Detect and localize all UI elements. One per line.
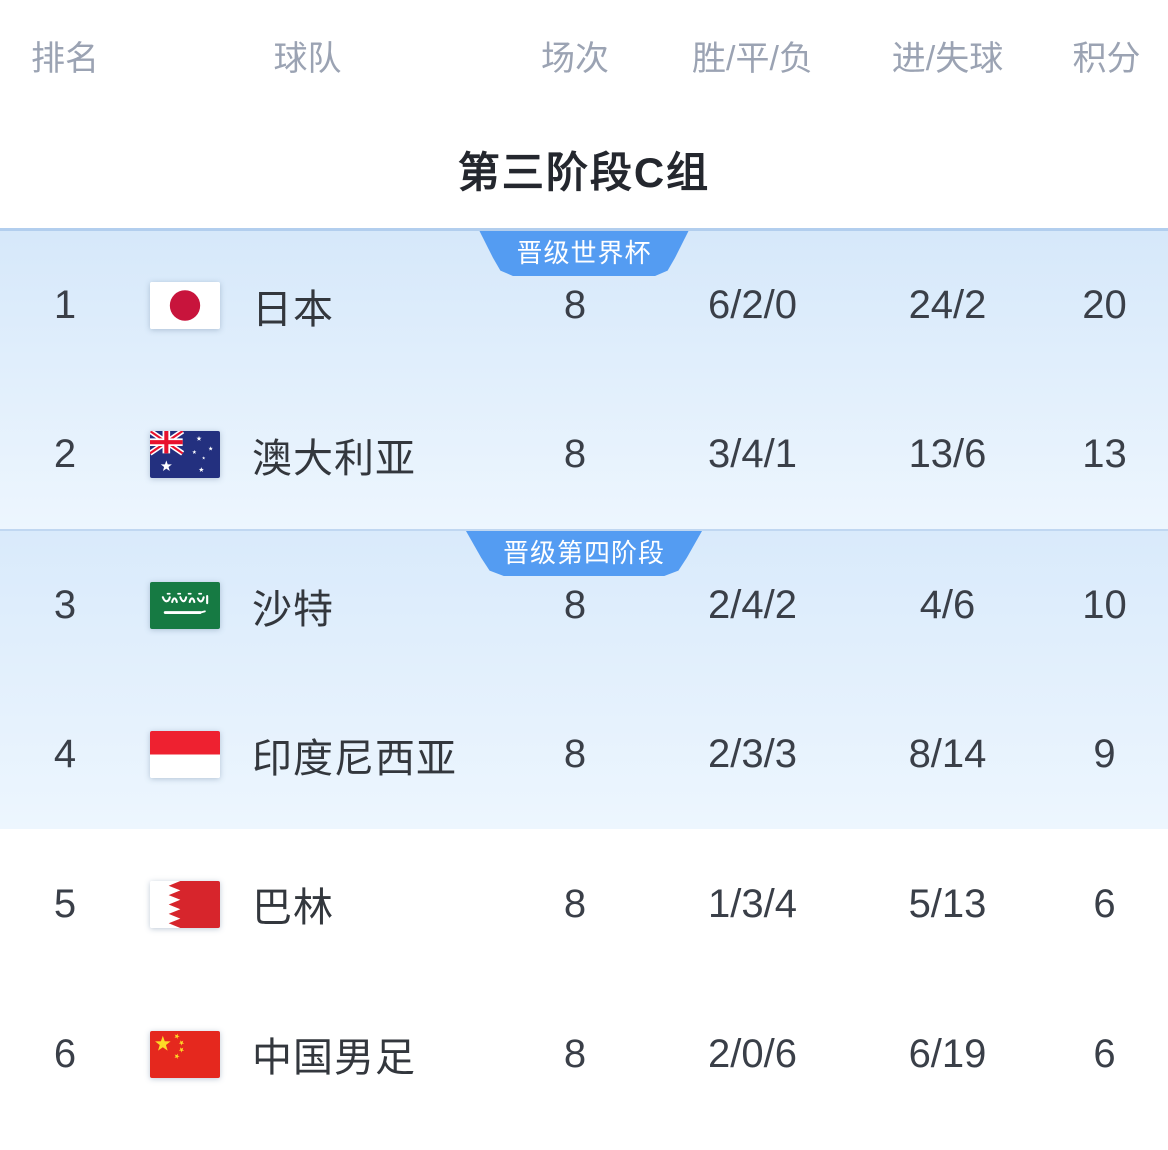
played-cell: 8: [563, 283, 587, 327]
column-header-wdl: 胜/平/负: [692, 39, 813, 78]
goals-cell: 24/2: [908, 283, 987, 327]
qualification-badge: 晋级第四阶段: [465, 531, 703, 576]
team-cell: 中国男足: [130, 1025, 485, 1083]
table-row[interactable]: 5 巴林 8 1/3/4 5/13 6: [0, 829, 1168, 979]
points-cell: 6: [1093, 881, 1116, 926]
team-name: 巴林: [252, 886, 334, 930]
team-cell: 沙特: [130, 577, 485, 635]
column-header-team: 球队: [273, 39, 342, 78]
team-cell: 印度尼西亚: [130, 726, 485, 784]
team-name: 澳大利亚: [252, 436, 416, 481]
section-rows: 3 沙特 8 2/4/2 4/6 10 4 印度尼西亚 8 2/3/3 8/14…: [0, 531, 1168, 829]
table-row[interactable]: 2 澳大利亚 8 3/4/1 13/6 13: [0, 380, 1168, 529]
points-cell: 9: [1093, 732, 1116, 776]
flag-china-icon: [150, 1030, 220, 1078]
table-row[interactable]: 4 印度尼西亚 8 2/3/3 8/14 9: [0, 680, 1168, 829]
flag-saudi-arabia-icon: [150, 582, 220, 629]
group-title: 第三阶段C组: [457, 148, 711, 196]
qualification-badge: 晋级世界杯: [479, 231, 689, 276]
wdl-cell: 2/0/6: [708, 1031, 797, 1076]
points-cell: 6: [1093, 1031, 1116, 1076]
rank-cell: 4: [53, 732, 77, 776]
wdl-cell: 6/2/0: [708, 283, 797, 327]
standings-section: 晋级世界杯 1 日本 8 6/2/0 24/2 20 2 澳大: [0, 228, 1168, 529]
goals-cell: 8/14: [908, 732, 987, 776]
standings-section: 晋级第四阶段 3 沙特 8 2/4/2 4/6 10 4 印度尼西亚 8 2/3…: [0, 529, 1168, 829]
table-header-row: 排名 球队 场次 胜/平/负 进/失球 积分: [0, 0, 1168, 110]
rank-cell: 2: [53, 432, 77, 476]
wdl-cell: 3/4/1: [708, 432, 797, 476]
standings-section: 5 巴林 8 1/3/4 5/13 6 6 中国男足 8 2/0/6 6/19 …: [0, 829, 1168, 1150]
section-rows: 1 日本 8 6/2/0 24/2 20 2 澳大利亚 8: [0, 231, 1168, 529]
points-cell: 20: [1082, 283, 1127, 327]
team-name: 日本: [252, 287, 334, 332]
column-header-played: 场次: [541, 39, 609, 78]
flag-indonesia-icon: [150, 731, 220, 778]
points-cell: 13: [1082, 432, 1127, 476]
goals-cell: 13/6: [908, 432, 987, 476]
played-cell: 8: [563, 732, 587, 776]
played-cell: 8: [563, 1031, 587, 1076]
rank-cell: 3: [53, 583, 77, 627]
column-header-points: 积分: [1072, 39, 1141, 78]
section-rows: 5 巴林 8 1/3/4 5/13 6 6 中国男足 8 2/0/6 6/19 …: [0, 829, 1168, 1129]
team-name: 印度尼西亚: [252, 736, 457, 781]
team-name: 中国男足: [252, 1036, 416, 1080]
table-row[interactable]: 3 沙特 8 2/4/2 4/6 10: [0, 531, 1168, 680]
rank-cell: 5: [53, 881, 77, 926]
wdl-cell: 2/4/2: [708, 583, 797, 627]
table-row[interactable]: 6 中国男足 8 2/0/6 6/19 6: [0, 979, 1168, 1129]
goals-cell: 5/13: [908, 881, 987, 926]
team-cell: 澳大利亚: [130, 426, 485, 484]
team-cell: 巴林: [130, 875, 485, 933]
played-cell: 8: [563, 432, 587, 476]
flag-australia-icon: [150, 431, 220, 478]
sections: 晋级世界杯 1 日本 8 6/2/0 24/2 20 2 澳大: [0, 228, 1168, 1150]
flag-bahrain-icon: [150, 880, 220, 928]
column-header-rank: 排名: [31, 39, 99, 78]
flag-japan-icon: [150, 282, 220, 329]
team-name: 沙特: [252, 587, 334, 632]
wdl-cell: 2/3/3: [708, 732, 797, 776]
team-cell: 日本: [130, 277, 485, 335]
wdl-cell: 1/3/4: [708, 881, 797, 926]
played-cell: 8: [563, 881, 587, 926]
rank-cell: 1: [53, 283, 77, 327]
points-cell: 10: [1082, 583, 1127, 627]
played-cell: 8: [563, 583, 587, 627]
table-row[interactable]: 1 日本 8 6/2/0 24/2 20: [0, 231, 1168, 380]
rank-cell: 6: [53, 1031, 77, 1076]
goals-cell: 6/19: [908, 1031, 987, 1076]
goals-cell: 4/6: [919, 583, 976, 627]
column-header-goals: 进/失球: [891, 39, 1004, 78]
